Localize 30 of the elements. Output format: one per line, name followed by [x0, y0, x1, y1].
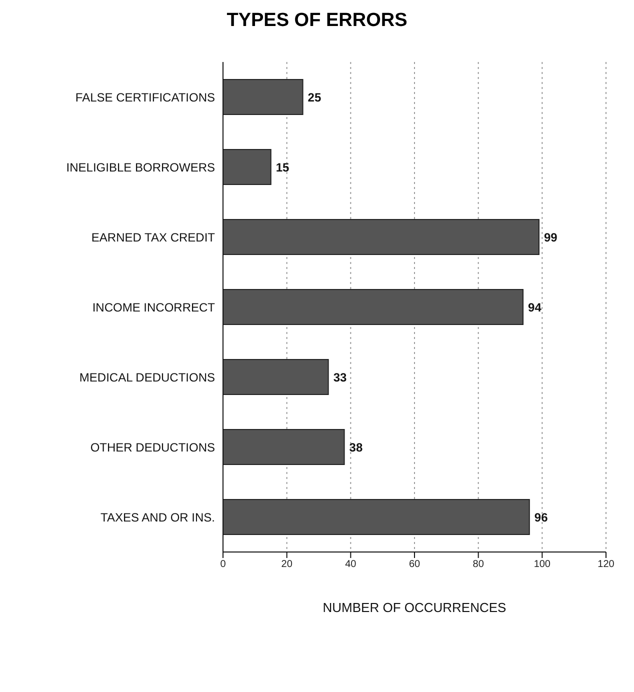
- data-label: 38: [349, 440, 363, 454]
- x-tick-label: 0: [220, 559, 226, 570]
- data-label: 25: [308, 90, 322, 104]
- x-tick-label: 100: [534, 559, 551, 570]
- y-tick-label: OTHER DEDUCTIONS: [90, 440, 215, 454]
- bar: [223, 499, 530, 535]
- bar: [223, 289, 524, 325]
- data-label: 99: [544, 230, 558, 244]
- bar: [223, 429, 345, 465]
- y-tick-label: INCOME INCORRECT: [92, 300, 216, 314]
- data-label: 15: [276, 160, 290, 174]
- x-axis-title: NUMBER OF OCCURRENCES: [322, 600, 507, 615]
- bar: [223, 149, 272, 185]
- bar: [223, 79, 304, 115]
- data-label: 94: [528, 300, 542, 314]
- bar: [223, 359, 329, 395]
- data-label: 96: [534, 510, 548, 524]
- y-tick-label: FALSE CERTIFICATIONS: [75, 90, 215, 104]
- bar: [223, 219, 540, 255]
- data-label: 33: [333, 370, 347, 384]
- y-tick-label: EARNED TAX CREDIT: [91, 230, 216, 244]
- y-tick-label: TAXES AND OR INS.: [100, 510, 215, 524]
- x-tick-label: 120: [598, 559, 615, 570]
- y-tick-label: INELIGIBLE BORROWERS: [66, 160, 215, 174]
- x-tick-label: 20: [281, 559, 293, 570]
- y-tick-label: MEDICAL DEDUCTIONS: [79, 370, 215, 384]
- x-tick-label: 40: [345, 559, 357, 570]
- chart-title: TYPES OF ERRORS: [226, 10, 408, 32]
- x-tick-label: 60: [408, 559, 420, 570]
- x-tick-label: 80: [472, 559, 484, 570]
